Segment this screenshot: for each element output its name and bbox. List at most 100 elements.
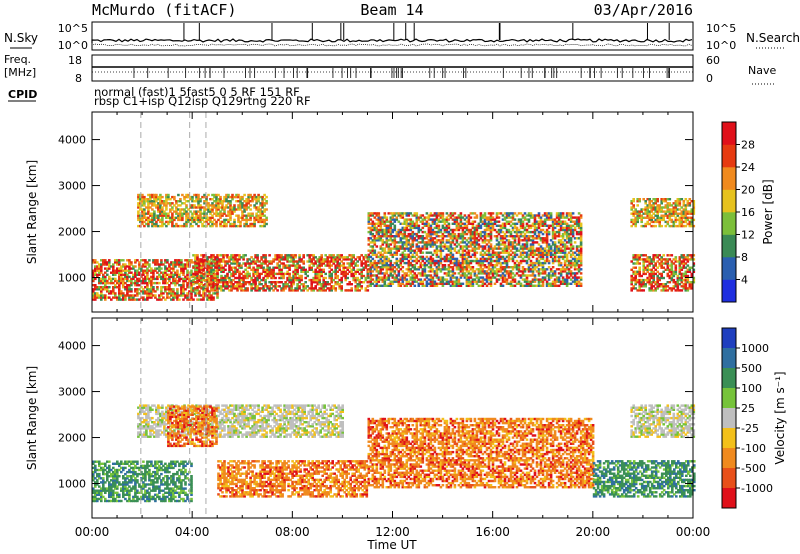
heatmap-cell <box>150 267 153 270</box>
heatmap-cell <box>525 222 529 225</box>
heatmap-cell <box>401 274 405 277</box>
heatmap-cell <box>529 282 533 285</box>
heatmap-cell <box>228 264 231 267</box>
heatmap-cell <box>527 264 531 267</box>
heatmap-cell <box>523 218 527 221</box>
heatmap-cell <box>401 222 405 225</box>
heatmap-cell <box>166 294 169 297</box>
heatmap-cell <box>525 253 529 256</box>
heatmap-cell <box>187 220 190 224</box>
heatmap-cell <box>399 261 403 265</box>
heatmap-cell <box>145 198 148 201</box>
heatmap-cell <box>535 259 539 263</box>
heatmap-cell <box>142 279 145 283</box>
heatmap-cell <box>417 284 421 287</box>
heatmap-cell <box>415 276 419 279</box>
heatmap-cell <box>453 257 457 261</box>
heatmap-cell <box>439 214 443 217</box>
heatmap-cell <box>373 212 377 215</box>
heatmap-cell <box>537 222 541 225</box>
heatmap-cell <box>395 253 399 256</box>
heatmap-cell <box>451 218 455 221</box>
heatmap-cell <box>141 198 144 201</box>
heatmap-cell <box>224 287 227 290</box>
heatmap-cell <box>148 288 151 291</box>
heatmap-cell <box>433 280 437 283</box>
heatmap-cell <box>169 204 172 207</box>
heatmap-cell <box>469 216 473 219</box>
heatmap-cell <box>499 228 503 232</box>
heatmap-cell <box>196 281 199 284</box>
heatmap-cell <box>106 286 109 289</box>
heatmap-cell <box>559 274 563 277</box>
heatmap-cell <box>232 258 235 261</box>
heatmap-cell <box>459 222 463 225</box>
heatmap-cell <box>134 273 137 276</box>
heatmap-cell <box>108 292 111 295</box>
heatmap-cell <box>543 222 547 225</box>
heatmap-cell <box>483 224 487 227</box>
heatmap-cell <box>126 288 129 291</box>
heatmap-cell <box>159 218 162 222</box>
heatmap-cell <box>143 212 146 215</box>
heatmap-cell <box>511 276 515 279</box>
heatmap-cell <box>270 272 273 276</box>
heatmap-cell <box>391 212 395 215</box>
heatmap-cell <box>475 280 479 283</box>
heatmap-cell <box>415 274 419 277</box>
heatmap-cell <box>395 268 399 271</box>
heatmap-cell <box>130 288 133 291</box>
heatmap-cell <box>501 251 505 254</box>
heatmap-cell <box>288 260 291 263</box>
heatmap-cell <box>362 274 366 278</box>
heatmap-cell <box>232 287 235 290</box>
heatmap-cell <box>537 216 541 219</box>
heatmap-cell <box>443 257 447 261</box>
heatmap-cell <box>338 266 341 269</box>
heatmap-cell <box>413 272 417 275</box>
heatmap-cell <box>320 289 323 292</box>
heatmap-cell <box>330 289 333 292</box>
heatmap-cell <box>543 270 547 273</box>
heatmap-cell <box>191 204 194 207</box>
cpid-line-2: rbsp C1+isp Q12isp Q129rtng 220 RF <box>94 94 311 108</box>
heatmap-cell <box>525 261 529 265</box>
heatmap-cell <box>413 255 417 259</box>
heatmap-cell <box>489 253 493 256</box>
heatmap-cell <box>170 281 173 285</box>
heatmap-cell <box>318 281 321 284</box>
heatmap-cell <box>280 270 283 273</box>
heatmap-cell <box>338 287 341 290</box>
heatmap-cell <box>515 232 519 236</box>
heatmap-cell <box>180 286 183 289</box>
heatmap-cell <box>338 262 341 265</box>
heatmap-cell <box>505 245 509 248</box>
heatmap-cell <box>197 193 200 197</box>
heatmap-cell <box>102 261 105 264</box>
heatmap-cell <box>348 266 351 269</box>
heatmap-cell <box>296 268 299 271</box>
heatmap-cell <box>569 272 573 275</box>
heatmap-cell <box>481 247 485 250</box>
heatmap-cell <box>463 241 467 244</box>
heatmap-cell <box>112 286 115 289</box>
heatmap-cell <box>176 263 179 266</box>
heatmap-cell <box>489 226 493 230</box>
heatmap-cell <box>259 212 262 215</box>
heatmap-cell <box>403 278 407 281</box>
heatmap-cell <box>491 247 495 250</box>
heatmap-cell <box>245 220 248 224</box>
heatmap-cell <box>379 220 383 223</box>
heatmap-cell <box>225 200 228 203</box>
heatmap-cell <box>223 208 226 211</box>
heatmap-cell <box>375 280 379 283</box>
heatmap-cell <box>294 278 297 282</box>
heatmap-cell <box>202 284 205 287</box>
heatmap-cell <box>533 226 537 230</box>
heatmap-cell <box>493 228 497 232</box>
heatmap-cell <box>114 277 117 281</box>
heatmap-cell <box>348 262 351 265</box>
heatmap-cell <box>179 204 182 207</box>
heatmap-cell <box>495 230 499 234</box>
heatmap-cell <box>497 259 501 263</box>
